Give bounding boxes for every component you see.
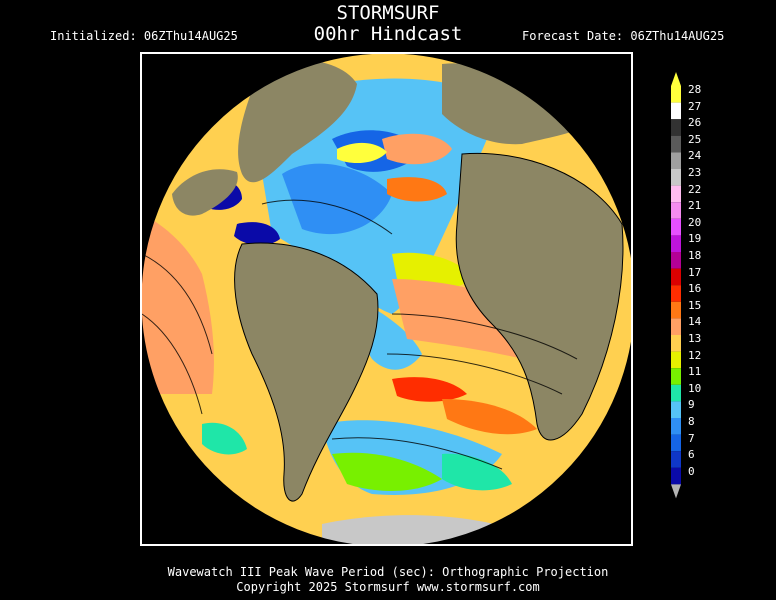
legend-swatch-19 [671,235,681,252]
legend-swatch-21 [671,202,681,219]
legend-label-24: 24 [688,149,702,163]
iberia-swell [387,177,447,202]
legend-arrow-bottom [671,484,681,499]
legend-label-17: 17 [688,265,702,279]
legend-label-20: 20 [688,215,702,229]
south-atlantic-storm [392,377,467,402]
legend-label-18: 18 [688,249,702,262]
footer-description: Wavewatch III Peak Wave Period (sec): Or… [167,565,609,579]
legend-label-16: 16 [688,282,702,296]
legend-label-0: 0 [688,464,695,478]
legend-label-21: 21 [688,199,702,213]
legend-swatch-0 [671,467,681,485]
europe-swell-2 [337,142,387,164]
legend-swatch-10 [671,384,681,402]
southern-ocean-green [332,452,442,491]
legend-swatch-26 [671,119,681,136]
legend-swatch-24 [671,152,681,169]
north-america [238,59,357,183]
legend-swatch-14 [671,318,681,335]
legend-swatch-12 [671,351,681,369]
chart-title: STORMSURF [336,2,440,24]
footer-copyright: Copyright 2025 Stormsurf www.stormsurf.c… [236,580,540,594]
legend-swatch-20 [671,218,681,236]
legend-label-15: 15 [688,298,702,312]
legend-label-19: 19 [688,232,702,246]
legend-swatch-16 [671,285,681,302]
legend-label-13: 13 [688,332,702,345]
legend-swatch-23 [671,169,681,186]
legend-label-11: 11 [688,365,702,379]
legend-swatch-11 [671,368,681,385]
legend-arrow-top [671,72,681,86]
legend-swatch-28 [671,86,681,103]
legend-swatch-15 [671,301,681,319]
contour-lines [142,199,578,470]
legend-label-6: 6 [688,448,695,462]
legend-swatch-7 [671,434,681,452]
legend-label-25: 25 [688,132,702,146]
south-america [234,242,379,502]
central-america [172,169,238,216]
legend-swatch-6 [671,451,681,468]
legend-label-8: 8 [688,415,695,428]
legend-label-14: 14 [688,315,702,329]
legend-swatch-13 [671,335,681,352]
legend-label-9: 9 [688,398,695,412]
legend-swatch-9 [671,401,681,418]
legend-label-12: 12 [688,348,702,362]
east-pacific-orange [142,214,214,394]
pacific-green-patch [202,422,247,455]
forecast-date-label: Forecast Date: 06ZThu14AUG25 [522,29,725,43]
color-legend [671,72,681,499]
legend-swatch-27 [671,102,681,120]
globe-map [142,54,631,544]
initialized-label: Initialized: 06ZThu14AUG25 [50,29,238,43]
europe-swell-1 [382,133,452,165]
map-panel [140,52,633,546]
legend-label-10: 10 [688,381,702,395]
legend-swatch-18 [671,252,681,269]
chart-subtitle: 00hr Hindcast [313,23,463,45]
caribbean-sea [234,222,280,246]
southern-ocean-teal [442,453,512,491]
north-atlantic-mid [282,163,392,235]
legend-swatch-17 [671,268,681,286]
legend-label-27: 27 [688,99,702,113]
legend-label-7: 7 [688,431,695,445]
legend-swatch-25 [671,135,681,153]
legend-swatch-8 [671,418,681,435]
legend-swatch-22 [671,185,681,203]
legend-label-22: 22 [688,182,702,196]
legend-label-23: 23 [688,166,702,179]
legend-label-26: 26 [688,116,702,130]
africa [455,152,624,441]
legend-label-28: 28 [688,83,702,96]
europe [442,63,592,145]
south-atlantic-band-3 [442,399,537,435]
